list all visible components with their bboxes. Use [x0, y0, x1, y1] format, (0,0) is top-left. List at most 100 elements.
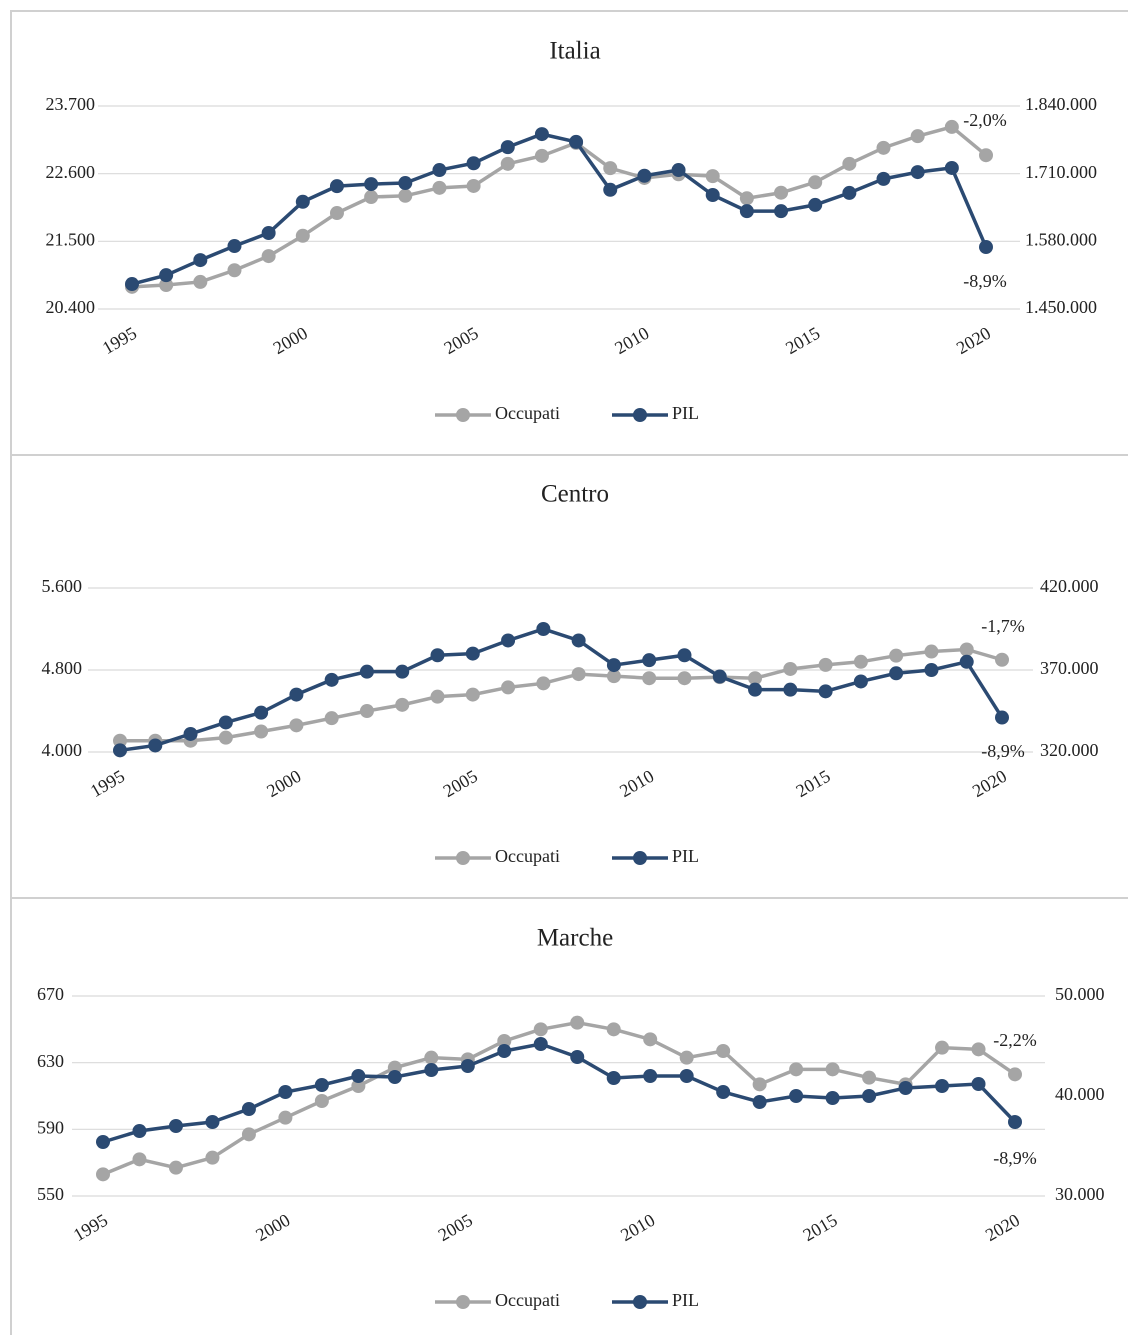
data-point	[752, 1077, 767, 1092]
data-point	[876, 140, 891, 155]
y2-tick-label: 50.000	[1055, 984, 1105, 1004]
data-point	[398, 188, 413, 203]
chart-title: Italia	[549, 38, 600, 65]
data-point	[113, 733, 127, 748]
data-point	[1008, 1115, 1022, 1129]
series-line	[102, 1020, 1016, 1176]
data-point	[132, 1152, 147, 1167]
data-point	[643, 1032, 658, 1047]
data-point	[465, 646, 480, 661]
data-point	[808, 197, 823, 212]
x-tick-label: 2000	[270, 323, 311, 358]
data-point	[643, 1069, 658, 1083]
annotation: -8,9%	[963, 271, 1007, 291]
x-tick-label: 1995	[70, 1210, 111, 1245]
data-point	[671, 163, 686, 178]
data-point	[359, 704, 374, 718]
data-point	[571, 667, 586, 682]
data-point	[995, 652, 1009, 667]
data-point	[501, 680, 516, 695]
data-point	[183, 726, 198, 741]
data-point	[959, 642, 974, 657]
data-point	[536, 676, 551, 691]
data-point	[395, 697, 410, 712]
data-point	[959, 654, 974, 669]
data-point	[125, 277, 139, 292]
x-tick-label: 2000	[252, 1210, 293, 1245]
data-point	[432, 180, 447, 195]
data-point	[570, 1015, 585, 1030]
data-point	[935, 1040, 950, 1055]
data-point	[465, 687, 480, 702]
data-point	[289, 687, 304, 702]
data-point	[96, 1167, 110, 1182]
data-point	[935, 1079, 950, 1093]
data-point	[808, 175, 823, 190]
data-point	[944, 119, 959, 134]
y-tick-label: 22.600	[46, 162, 96, 182]
data-point	[329, 206, 344, 221]
data-point	[324, 711, 339, 726]
data-point	[534, 127, 549, 142]
data-point	[853, 654, 868, 669]
data-point	[159, 268, 174, 283]
data-point	[241, 1127, 256, 1142]
data-point	[168, 1160, 183, 1175]
data-point	[168, 1119, 183, 1133]
data-point	[571, 633, 586, 648]
data-point	[570, 1050, 585, 1064]
data-point	[500, 156, 515, 171]
data-point	[842, 156, 857, 171]
data-point	[971, 1042, 986, 1057]
legend-swatch-marker	[633, 1295, 647, 1309]
data-point	[739, 191, 754, 206]
x-tick-label: 2000	[263, 766, 304, 801]
x-tick-label: 1995	[87, 766, 128, 801]
x-tick-label: 2005	[440, 323, 481, 358]
data-point	[910, 129, 925, 144]
data-point	[205, 1115, 220, 1129]
legend-swatch-marker	[633, 408, 647, 422]
data-point	[241, 1102, 256, 1116]
data-point	[466, 178, 481, 193]
data-point	[351, 1069, 366, 1083]
y-tick-label: 590	[37, 1117, 64, 1137]
x-tick-label: 1995	[99, 323, 140, 358]
data-point	[424, 1063, 439, 1077]
data-point	[603, 161, 618, 176]
y2-tick-label: 370.000	[1040, 658, 1099, 678]
data-point	[716, 1085, 731, 1099]
data-point	[606, 1022, 621, 1037]
data-point	[314, 1078, 329, 1092]
legend-label: PIL	[672, 1290, 699, 1310]
data-point	[424, 1050, 439, 1065]
data-point	[398, 176, 413, 191]
data-point	[193, 253, 208, 268]
annotation: -1,7%	[981, 616, 1025, 636]
y2-tick-label: 30.000	[1055, 1184, 1105, 1204]
data-point	[603, 182, 618, 197]
data-point	[329, 179, 344, 194]
data-point	[716, 1044, 731, 1058]
data-point	[278, 1110, 293, 1125]
annotation: -2,0%	[963, 110, 1007, 130]
data-point	[359, 664, 374, 679]
data-point	[533, 1037, 548, 1051]
data-point	[500, 140, 515, 155]
x-tick-label: 2020	[982, 1210, 1023, 1245]
data-point	[364, 177, 379, 192]
y-tick-label: 670	[37, 984, 64, 1004]
data-point	[924, 663, 939, 677]
data-point	[739, 204, 754, 219]
data-point	[862, 1070, 877, 1085]
y-tick-label: 4.800	[42, 658, 83, 678]
data-point	[876, 171, 891, 186]
series-line	[120, 647, 1003, 743]
legend-label: Occupati	[495, 846, 560, 866]
data-point	[534, 148, 549, 163]
chart-title: Centro	[541, 481, 609, 508]
data-point	[748, 682, 763, 697]
data-point	[295, 228, 310, 243]
data-point	[924, 644, 939, 659]
data-point	[979, 148, 993, 163]
